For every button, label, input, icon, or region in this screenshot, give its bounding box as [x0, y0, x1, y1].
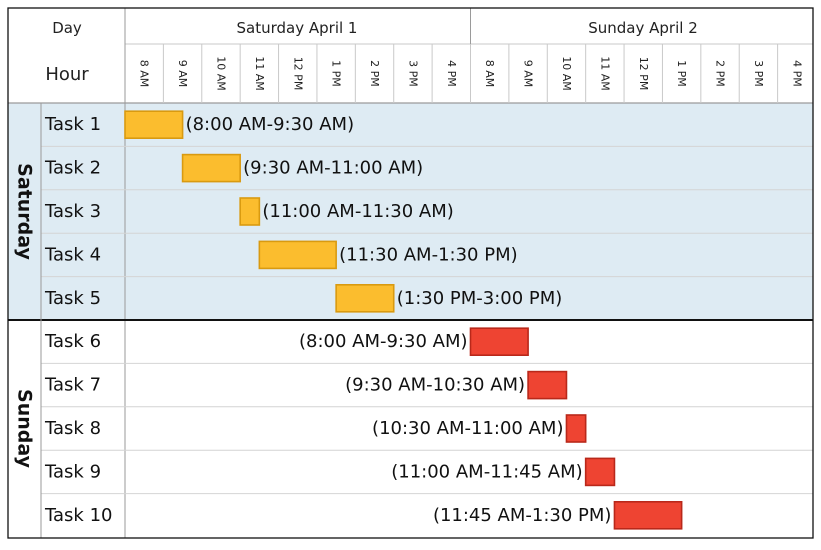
task-time-label: (9:30 AM-11:00 AM)	[243, 158, 423, 179]
task-time-label: (11:30 AM-1:30 PM)	[339, 244, 518, 265]
task-time-label: (9:30 AM-10:30 AM)	[345, 375, 525, 396]
header-layer: Day Hour Saturday April 1 Sunday April 2	[45, 19, 697, 85]
task-bar	[124, 110, 184, 139]
task-rows-layer: Task 1 (8:00 AM-9:30 AM) Task 2 (9:30 AM-11…	[44, 110, 683, 530]
task-row: Task 6 (8:00 AM-9:30 AM)	[44, 327, 529, 357]
task-row: Task 9 (11:00 AM-11:45 AM)	[44, 457, 616, 487]
hour-ticks-layer: 8 AM 9 AM 10 AM 11 AM 12 PM 1 PM 2 PM 3 PM 4 PM 8…	[138, 56, 804, 91]
task-name-label: Task 7	[44, 375, 101, 396]
hour-tick-label: 9 AM	[522, 60, 535, 88]
task-row: Task 2 (9:30 AM-11:00 AM)	[44, 153, 423, 183]
hour-tick-label: 2 PM	[714, 60, 727, 87]
hour-header-label: Hour	[45, 64, 89, 85]
task-bar	[335, 283, 395, 313]
task-name-label: Task 8	[44, 418, 101, 439]
task-row: Task 7 (9:30 AM-10:30 AM)	[44, 370, 568, 400]
day-column-sunday: Sunday April 2	[588, 19, 698, 37]
task-name-label: Task 9	[44, 461, 101, 482]
task-bar	[527, 370, 568, 400]
group-label-saturday: Saturday	[14, 163, 36, 260]
task-name-label: Task 5	[44, 288, 101, 309]
task-name-label: Task 4	[44, 244, 101, 265]
hour-tick-label: 10 AM	[560, 56, 573, 91]
task-bar	[181, 153, 241, 183]
hour-tick-label: 1 PM	[330, 60, 343, 87]
task-bar	[584, 457, 616, 487]
background-layer	[8, 8, 813, 538]
group-label-sunday: Sunday	[14, 389, 36, 469]
task-row: Task 3 (11:00 AM-11:30 AM)	[44, 197, 454, 226]
hour-tick-label: 2 PM	[368, 60, 381, 87]
task-row: Task 5 (1:30 PM-3:00 PM)	[44, 283, 563, 313]
task-time-label: (10:30 AM-11:00 AM)	[372, 418, 563, 439]
task-bar	[565, 414, 587, 443]
task-name-label: Task 2	[44, 158, 101, 179]
task-name-label: Task 10	[44, 505, 112, 526]
day-header-label: Day	[52, 19, 82, 37]
task-bar	[469, 327, 529, 357]
task-time-label: (11:45 AM-1:30 PM)	[433, 505, 612, 526]
day-column-saturday: Saturday April 1	[237, 19, 358, 37]
task-time-label: (8:00 AM-9:30 AM)	[186, 114, 355, 135]
hour-tick-label: 1 PM	[675, 60, 688, 87]
hour-tick-label: 3 PM	[406, 60, 419, 87]
task-bar	[613, 500, 683, 530]
hour-tick-label: 9 AM	[176, 60, 189, 88]
task-name-label: Task 6	[44, 331, 101, 352]
task-row: Task 8 (10:30 AM-11:00 AM)	[44, 414, 587, 443]
chart-border	[7, 7, 814, 539]
hour-tick-label: 12 PM	[291, 57, 304, 91]
grid-layer	[7, 7, 814, 539]
task-time-label: (11:00 AM-11:45 AM)	[391, 461, 582, 482]
task-row: Task 4 (11:30 AM-1:30 PM)	[44, 240, 518, 270]
saturday-band	[8, 103, 813, 320]
task-row: Task 10 (11:45 AM-1:30 PM)	[44, 500, 683, 530]
task-bar	[258, 240, 337, 270]
hour-tick-label: 3 PM	[752, 60, 765, 87]
task-bar	[239, 197, 261, 226]
hour-tick-label: 8 AM	[138, 60, 151, 88]
task-row: Task 1 (8:00 AM-9:30 AM)	[44, 110, 355, 139]
hour-tick-label: 4 PM	[445, 60, 458, 87]
hour-tick-label: 11 AM	[253, 56, 266, 91]
task-time-label: (11:00 AM-11:30 AM)	[262, 201, 453, 222]
group-labels-layer: Saturday Sunday	[14, 163, 36, 468]
hour-tick-label: 12 PM	[637, 57, 650, 91]
task-time-label: (1:30 PM-3:00 PM)	[397, 288, 563, 309]
task-time-label: (8:00 AM-9:30 AM)	[299, 331, 468, 352]
hour-tick-label: 8 AM	[483, 60, 496, 88]
hour-tick-label: 11 AM	[598, 56, 611, 91]
hour-tick-label: 4 PM	[790, 60, 803, 87]
hour-tick-label: 10 AM	[214, 56, 227, 91]
task-name-label: Task 1	[44, 114, 101, 135]
task-name-label: Task 3	[44, 201, 101, 222]
